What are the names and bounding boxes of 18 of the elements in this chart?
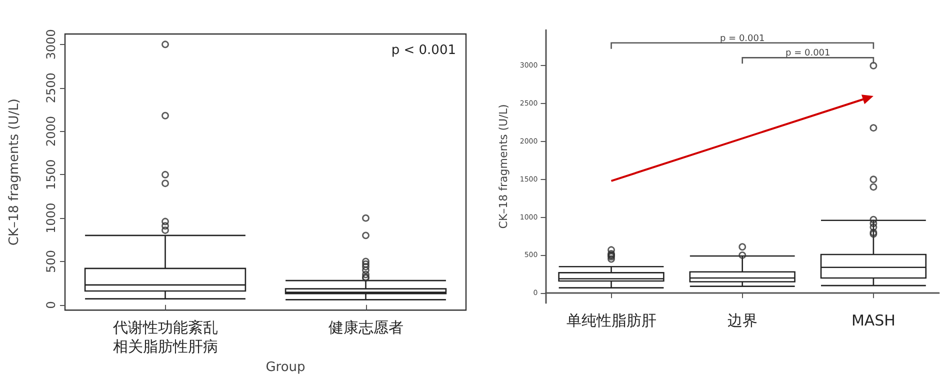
x-axis-title: Group (266, 360, 306, 375)
x-tick-label: MASH (851, 312, 896, 330)
x-tick-label: 单纯性脂肪肝 (566, 312, 656, 330)
x-tick-label: 边界 (727, 312, 758, 330)
annotation: p < 0.001 (391, 43, 456, 58)
y-tick-label: 0 (44, 301, 58, 309)
y-tick-label: 2000 (44, 116, 58, 147)
y-tick-label: 2500 (44, 72, 58, 104)
y-tick-label: 1000 (44, 202, 58, 234)
x-tick-label: 健康志愿者 (328, 318, 404, 337)
x-tick-label: 代谢性功能紊乱相关脂肪性肝病 (112, 318, 218, 356)
annotation: p = 0.001 (720, 34, 765, 44)
y-tick-label: 500 (44, 250, 58, 273)
y-tick-label: 1500 (44, 159, 58, 190)
y-axis-title: CK–18 fragments (U/L) (7, 98, 22, 246)
y-axis-title: CK–18 fragments (U/L) (497, 104, 510, 229)
y-tick-label: 3000 (44, 29, 58, 60)
annotation: p = 0.001 (786, 48, 830, 59)
